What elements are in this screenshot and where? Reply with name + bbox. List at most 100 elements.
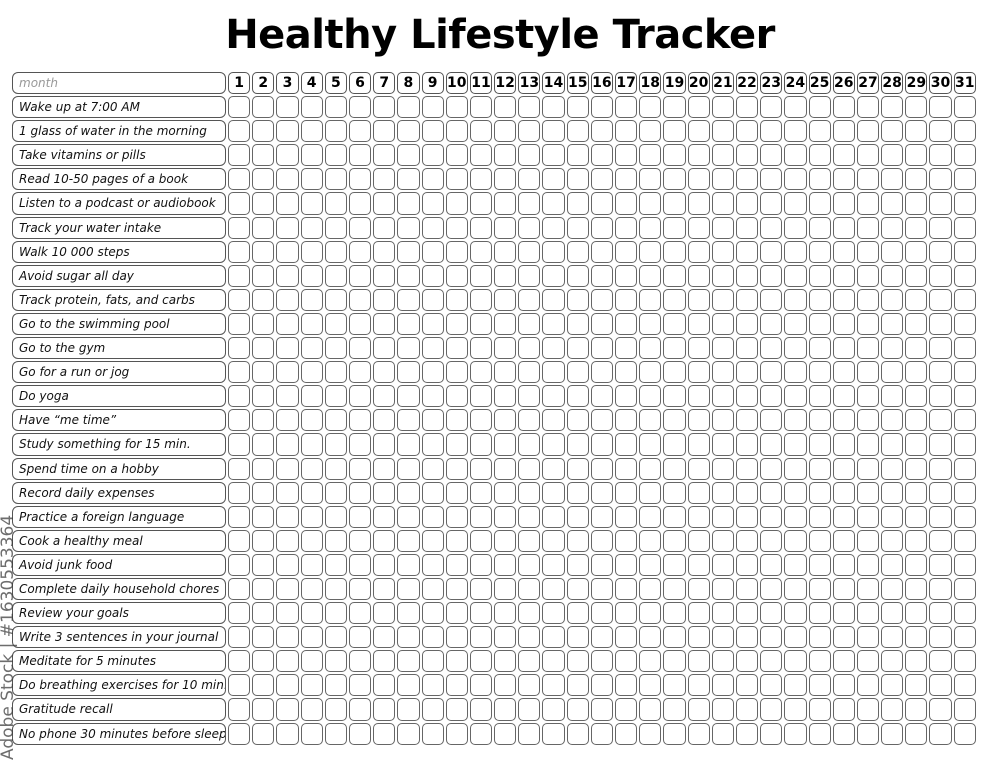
- habit-checkbox[interactable]: [953, 409, 976, 432]
- habit-checkbox[interactable]: [687, 96, 710, 119]
- habit-checkbox[interactable]: [300, 529, 323, 552]
- habit-checkbox[interactable]: [687, 240, 710, 263]
- habit-checkbox[interactable]: [324, 409, 347, 432]
- habit-checkbox[interactable]: [494, 722, 517, 745]
- habit-checkbox[interactable]: [590, 120, 613, 143]
- habit-checkbox[interactable]: [397, 168, 420, 191]
- habit-checkbox[interactable]: [663, 577, 686, 601]
- habit-checkbox[interactable]: [929, 361, 952, 384]
- habit-checkbox[interactable]: [276, 409, 299, 432]
- habit-checkbox[interactable]: [445, 529, 468, 552]
- habit-checkbox[interactable]: [953, 385, 976, 408]
- habit-checkbox[interactable]: [397, 96, 420, 119]
- habit-checkbox[interactable]: [445, 361, 468, 384]
- habit-checkbox[interactable]: [373, 674, 396, 697]
- habit-checkbox[interactable]: [421, 553, 444, 576]
- habit-checkbox[interactable]: [300, 674, 323, 697]
- habit-checkbox[interactable]: [929, 288, 952, 311]
- habit-checkbox[interactable]: [808, 433, 831, 456]
- habit-checkbox[interactable]: [615, 722, 638, 745]
- habit-checkbox[interactable]: [735, 457, 759, 480]
- habit-checkbox[interactable]: [784, 144, 807, 167]
- habit-checkbox[interactable]: [687, 409, 710, 432]
- habit-checkbox[interactable]: [421, 674, 444, 697]
- habit-checkbox[interactable]: [760, 144, 783, 167]
- habit-checkbox[interactable]: [324, 602, 347, 625]
- habit-checkbox[interactable]: [469, 192, 493, 215]
- habit-checkbox[interactable]: [687, 144, 710, 167]
- habit-checkbox[interactable]: [711, 722, 734, 745]
- habit-checkbox[interactable]: [469, 385, 493, 408]
- habit-checkbox[interactable]: [276, 553, 299, 576]
- habit-checkbox[interactable]: [953, 674, 976, 697]
- habit-checkbox[interactable]: [615, 602, 638, 625]
- habit-checkbox[interactable]: [373, 312, 396, 336]
- habit-checkbox[interactable]: [518, 264, 541, 287]
- habit-checkbox[interactable]: [324, 457, 347, 480]
- habit-checkbox[interactable]: [832, 385, 855, 408]
- habit-checkbox[interactable]: [832, 674, 855, 697]
- habit-checkbox[interactable]: [905, 457, 928, 480]
- habit-checkbox[interactable]: [566, 674, 589, 697]
- habit-checkbox[interactable]: [494, 192, 517, 215]
- habit-checkbox[interactable]: [542, 433, 565, 456]
- habit-checkbox[interactable]: [397, 264, 420, 287]
- habit-checkbox[interactable]: [324, 264, 347, 287]
- habit-checkbox[interactable]: [639, 144, 662, 167]
- habit-checkbox[interactable]: [929, 433, 952, 456]
- habit-checkbox[interactable]: [615, 216, 638, 239]
- habit-checkbox[interactable]: [881, 120, 904, 143]
- habit-checkbox[interactable]: [711, 120, 734, 143]
- habit-checkbox[interactable]: [252, 337, 275, 360]
- habit-checkbox[interactable]: [397, 529, 420, 552]
- habit-checkbox[interactable]: [832, 505, 855, 528]
- habit-checkbox[interactable]: [760, 240, 783, 263]
- habit-checkbox[interactable]: [252, 216, 275, 239]
- habit-checkbox[interactable]: [953, 192, 976, 215]
- habit-checkbox[interactable]: [760, 481, 783, 504]
- habit-checkbox[interactable]: [276, 120, 299, 143]
- habit-checkbox[interactable]: [324, 722, 347, 745]
- habit-checkbox[interactable]: [881, 409, 904, 432]
- habit-checkbox[interactable]: [953, 240, 976, 263]
- habit-checkbox[interactable]: [639, 674, 662, 697]
- habit-checkbox[interactable]: [953, 457, 976, 480]
- habit-checkbox[interactable]: [566, 144, 589, 167]
- habit-checkbox[interactable]: [832, 144, 855, 167]
- habit-checkbox[interactable]: [276, 240, 299, 263]
- habit-checkbox[interactable]: [905, 144, 928, 167]
- habit-checkbox[interactable]: [373, 626, 396, 649]
- habit-checkbox[interactable]: [590, 264, 613, 287]
- habit-checkbox[interactable]: [518, 240, 541, 263]
- habit-checkbox[interactable]: [711, 409, 734, 432]
- habit-checkbox[interactable]: [324, 481, 347, 504]
- habit-checkbox[interactable]: [881, 96, 904, 119]
- habit-checkbox[interactable]: [784, 168, 807, 191]
- habit-checkbox[interactable]: [397, 602, 420, 625]
- habit-checkbox[interactable]: [639, 385, 662, 408]
- habit-checkbox[interactable]: [711, 168, 734, 191]
- habit-checkbox[interactable]: [542, 698, 565, 721]
- habit-checkbox[interactable]: [929, 577, 952, 601]
- habit-checkbox[interactable]: [760, 96, 783, 119]
- habit-checkbox[interactable]: [808, 722, 831, 745]
- habit-checkbox[interactable]: [300, 457, 323, 480]
- habit-checkbox[interactable]: [687, 698, 710, 721]
- habit-checkbox[interactable]: [348, 168, 372, 191]
- habit-checkbox[interactable]: [445, 674, 468, 697]
- habit-checkbox[interactable]: [397, 312, 420, 336]
- habit-checkbox[interactable]: [421, 216, 444, 239]
- habit-checkbox[interactable]: [832, 192, 855, 215]
- habit-checkbox[interactable]: [518, 433, 541, 456]
- habit-checkbox[interactable]: [421, 337, 444, 360]
- habit-checkbox[interactable]: [324, 385, 347, 408]
- habit-checkbox[interactable]: [373, 192, 396, 215]
- habit-checkbox[interactable]: [711, 288, 734, 311]
- habit-checkbox[interactable]: [397, 240, 420, 263]
- habit-checkbox[interactable]: [542, 385, 565, 408]
- habit-checkbox[interactable]: [929, 312, 952, 336]
- habit-checkbox[interactable]: [639, 529, 662, 552]
- habit-checkbox[interactable]: [324, 312, 347, 336]
- habit-checkbox[interactable]: [735, 674, 759, 697]
- habit-checkbox[interactable]: [252, 168, 275, 191]
